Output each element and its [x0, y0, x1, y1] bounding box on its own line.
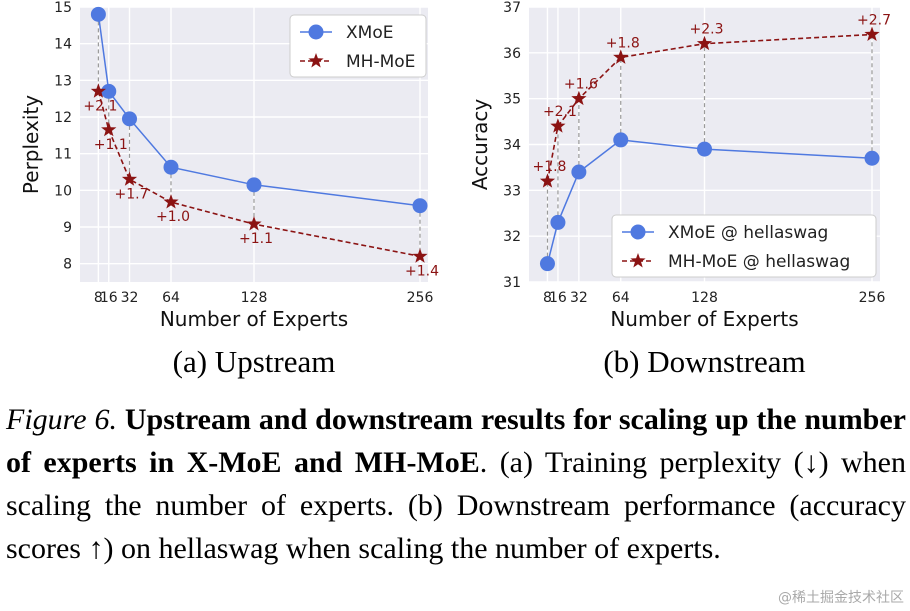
legend-marker-circle [630, 224, 646, 240]
legend-marker-star [308, 53, 324, 68]
data-point-xmoe [864, 150, 880, 166]
gap-label: +1.8 [606, 35, 640, 51]
y-tick-label: 8 [63, 257, 72, 273]
x-tick-label: 256 [407, 290, 434, 306]
gap-label: +1.0 [156, 209, 190, 225]
data-point-mhmoe [163, 194, 179, 209]
legend-label: MH-MoE @ hellaswag [668, 252, 850, 272]
y-axis-label: Perplexity [19, 95, 43, 194]
legend-label: XMoE @ hellaswag [668, 223, 828, 243]
data-point-xmoe [101, 83, 117, 99]
data-point-mhmoe [539, 173, 556, 188]
gap-label: +1.6 [564, 77, 598, 93]
gap-label: +2.1 [83, 98, 117, 114]
legend-label: XMoE [346, 23, 393, 43]
y-axis-label: Accuracy [468, 99, 492, 190]
gap-label: +1.1 [94, 137, 128, 153]
data-point-mhmoe [90, 83, 106, 98]
data-point-xmoe [163, 159, 179, 175]
y-tick-label: 12 [54, 110, 72, 126]
watermark: @稀土掘金技术社区 [778, 590, 904, 606]
x-axis-label: Number of Experts [610, 307, 798, 331]
y-tick-label: 15 [54, 0, 72, 16]
gap-label: +2.3 [690, 22, 724, 38]
legend-label: MH-MoE [346, 52, 415, 72]
x-tick-label: 64 [162, 290, 180, 306]
x-tick-label: 128 [241, 290, 268, 306]
y-tick-label: 9 [63, 220, 72, 236]
x-tick-label: 32 [570, 290, 588, 306]
data-point-mhmoe [613, 49, 629, 64]
y-tick-label: 10 [54, 183, 72, 199]
x-axis-label: Number of Experts [160, 307, 348, 331]
x-tick-label: 64 [612, 290, 630, 306]
y-tick-label: 34 [503, 138, 521, 154]
caption-lead: Figure 6. [6, 403, 117, 436]
series-line-xmoe [97, 14, 421, 207]
x-tick-label: 8 [543, 290, 552, 306]
data-point-mhmoe [696, 35, 713, 51]
legend-marker-circle [308, 24, 324, 40]
data-point-xmoe [412, 198, 428, 214]
y-tick-label: 35 [503, 92, 521, 108]
data-point-mhmoe [121, 171, 138, 186]
x-tick-label: 16 [100, 290, 118, 306]
chart-subtitle: (a) Upstream [173, 344, 336, 379]
data-point-xmoe [90, 6, 106, 22]
data-point-mhmoe [412, 248, 428, 263]
gap-label: +1.7 [115, 186, 149, 202]
gap-label: +1.4 [405, 263, 439, 279]
data-point-xmoe [122, 111, 137, 127]
y-tick-label: 32 [503, 229, 521, 245]
data-point-xmoe [550, 214, 566, 230]
legend-box [611, 214, 877, 278]
legend-marker-star [630, 253, 646, 268]
data-point-xmoe [246, 177, 262, 193]
x-tick-label: 256 [859, 290, 886, 306]
y-tick-label: 31 [503, 275, 521, 291]
data-point-xmoe [697, 141, 712, 157]
x-tick-label: 128 [691, 290, 718, 306]
data-point-mhmoe [864, 26, 880, 41]
y-tick-label: 13 [54, 73, 72, 89]
data-point-mhmoe [571, 90, 587, 106]
data-point-xmoe [571, 164, 587, 180]
gap-label: +2.7 [857, 13, 891, 29]
y-tick-label: 11 [54, 147, 72, 163]
chart-subtitle: (b) Downstream [603, 344, 805, 379]
y-tick-label: 37 [503, 0, 521, 16]
data-point-mhmoe [550, 118, 566, 133]
series-line-mhmoe [97, 91, 421, 258]
x-tick-label: 8 [94, 290, 103, 306]
data-point-xmoe [613, 132, 629, 148]
figure-caption: Figure 6. Upstream and downstream result… [6, 398, 906, 570]
caption-bold: Upstream and downstream results for scal… [6, 403, 906, 479]
x-tick-label: 16 [549, 290, 567, 306]
caption-rest: . (a) Training perplexity (↓) when scali… [6, 446, 906, 565]
x-tick-label: 32 [121, 290, 139, 306]
y-tick-label: 33 [503, 183, 521, 199]
y-tick-label: 36 [503, 46, 521, 62]
data-point-mhmoe [246, 216, 262, 231]
y-tick-label: 14 [54, 37, 72, 53]
gap-label: +1.1 [239, 231, 273, 247]
data-point-xmoe [539, 256, 555, 272]
gap-label: +1.8 [532, 159, 566, 175]
gap-label: +2.1 [543, 104, 577, 120]
data-point-mhmoe [101, 121, 117, 137]
